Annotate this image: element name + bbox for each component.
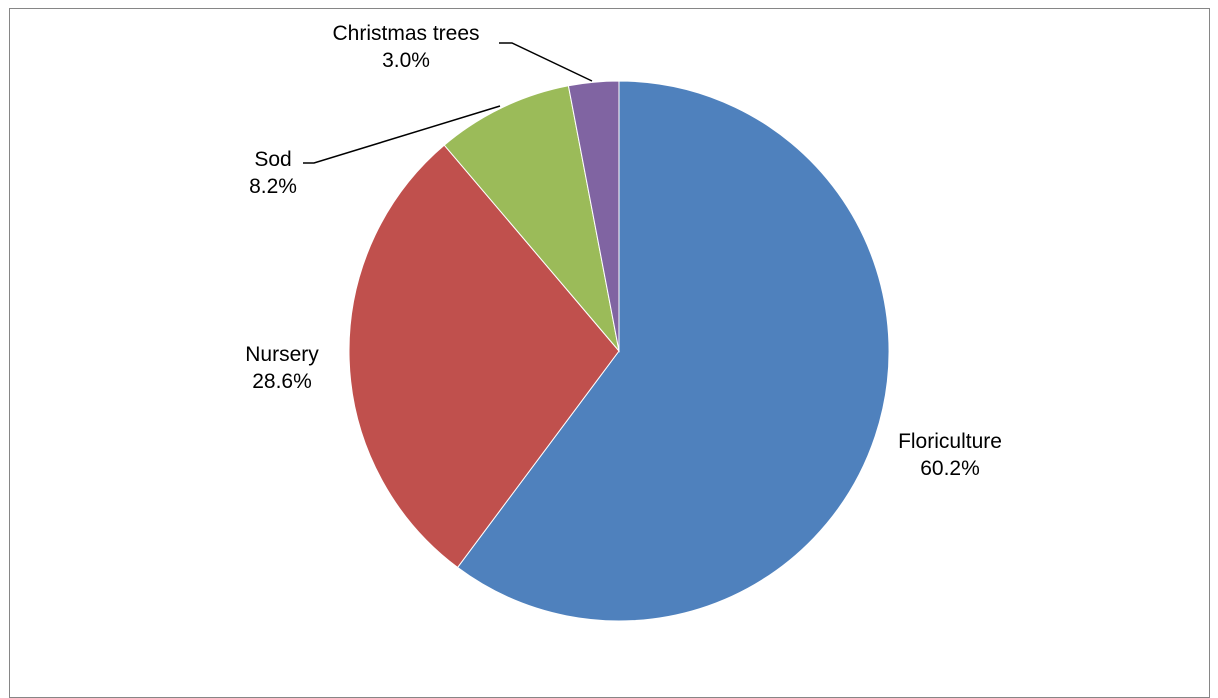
pie-slice-floriculture [456, 80, 890, 622]
slice-value-label-nursery: 28.6% [252, 370, 312, 393]
slice-category-label-nursery: Nursery [245, 343, 319, 366]
pie-slice-nursery [348, 144, 620, 569]
leader-line-sod [303, 105, 501, 164]
slice-category-label-christmas-trees: Christmas trees [332, 22, 479, 45]
pie-slice-sod [443, 85, 620, 353]
slice-value-label-floriculture: 60.2% [920, 457, 980, 480]
slice-category-label-sod: Sod [254, 148, 291, 171]
slice-value-label-sod: 8.2% [249, 175, 297, 198]
leader-line-christmas-trees [499, 42, 593, 82]
pie-slice-christmas-trees [567, 80, 620, 352]
slice-category-label-floriculture: Floriculture [898, 430, 1002, 453]
slice-value-label-christmas-trees: 3.0% [382, 49, 430, 72]
